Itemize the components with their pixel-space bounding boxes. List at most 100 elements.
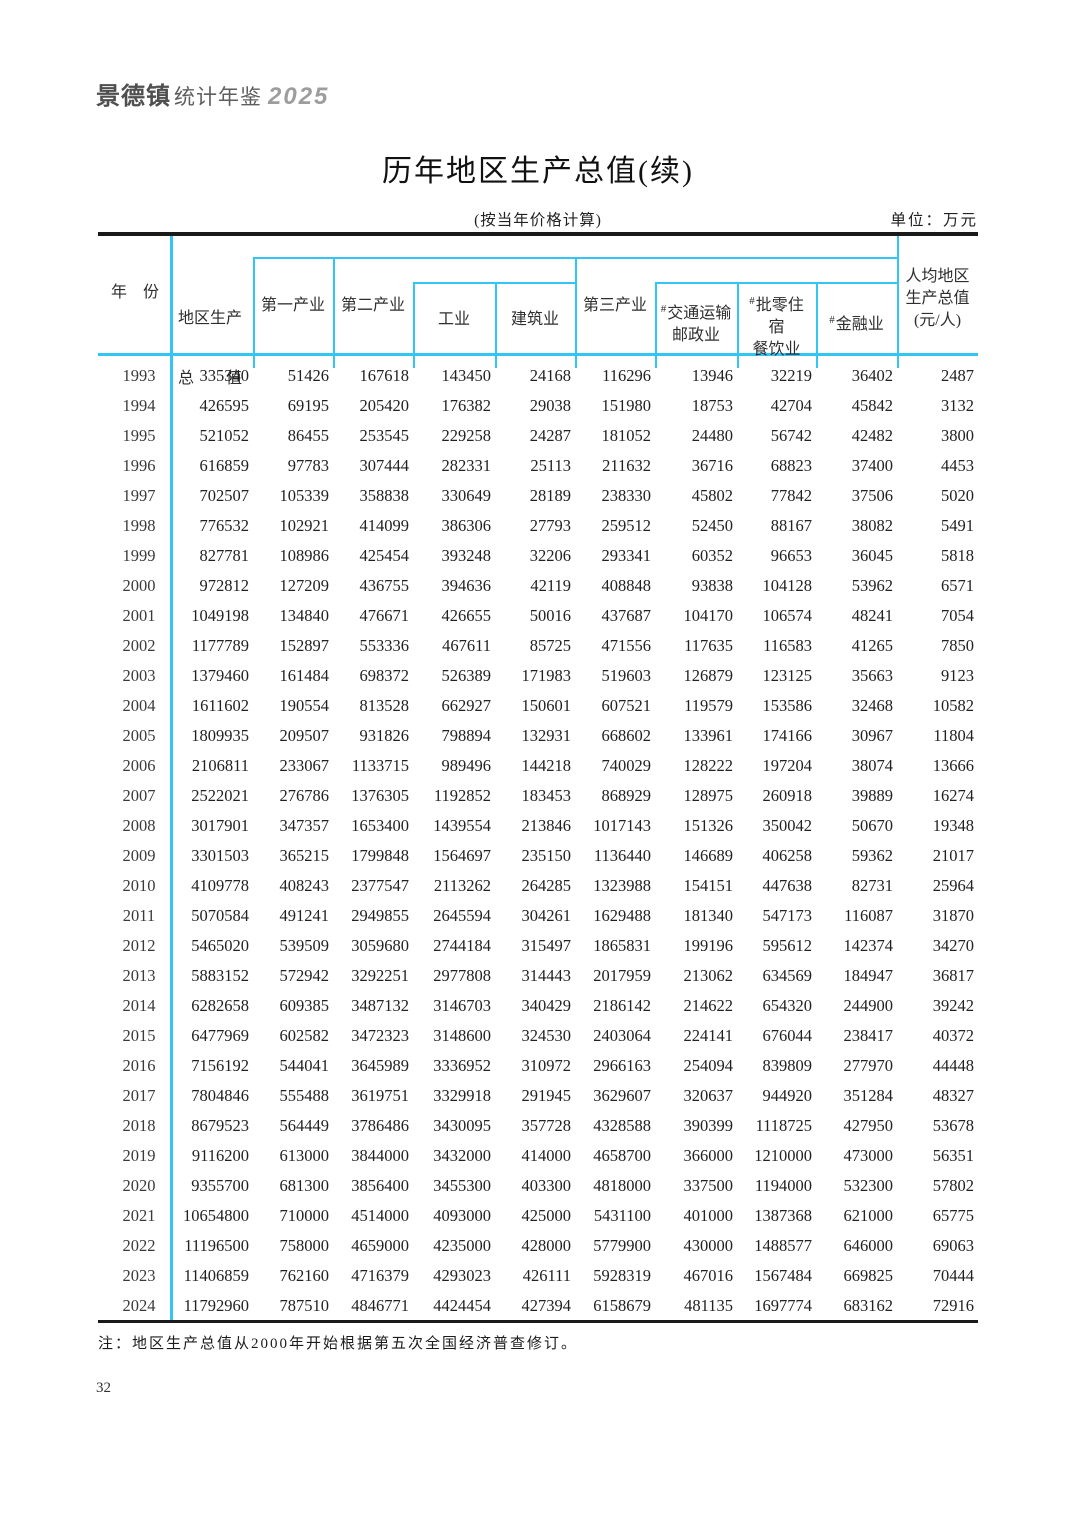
value-cell: 65775	[932, 1206, 974, 1225]
value-cell: 1629488	[593, 906, 651, 925]
value-cell: 3455300	[433, 1176, 491, 1195]
value-cell: 24287	[529, 426, 571, 445]
col-header-primary-industry: 第一产业	[260, 297, 325, 314]
year-cell: 2018	[122, 1116, 156, 1135]
footnote: 注：地区生产总值从2000年开始根据第五次全国经济普查修订。	[98, 1336, 579, 1352]
year-cell: 1995	[122, 426, 156, 445]
value-cell: 39242	[932, 996, 974, 1015]
yearbook-brand: 景德镇 统计年鉴 2025	[96, 76, 329, 111]
value-cell: 1611602	[191, 696, 249, 715]
value-cell: 3619751	[351, 1086, 409, 1105]
value-cell: 539509	[279, 936, 330, 955]
value-cell: 351284	[843, 1086, 894, 1105]
year-cell: 1998	[122, 516, 156, 535]
value-cell: 476671	[359, 606, 410, 625]
value-cell: 85725	[529, 636, 571, 655]
value-cell: 390399	[683, 1116, 734, 1135]
value-cell: 366000	[683, 1146, 734, 1165]
value-cell: 5818	[941, 546, 974, 565]
brand-city: 景德镇	[96, 83, 171, 110]
value-cell: 209507	[279, 726, 330, 745]
year-cell: 2013	[122, 966, 156, 985]
table-row: 2003 1379460 161484 698372 526389 171983 51960…	[98, 661, 978, 691]
brand-year: 2025	[268, 83, 330, 110]
value-cell: 13946	[691, 366, 733, 385]
table-row: 2009 3301503 365215 1799848 1564697 235150 113…	[98, 841, 978, 871]
table-row: 2002 1177789 152897 553336 467611 85725 471556…	[98, 631, 978, 661]
value-cell: 37506	[851, 486, 893, 505]
value-cell: 386306	[441, 516, 492, 535]
value-cell: 1567484	[754, 1266, 812, 1285]
value-cell: 32219	[770, 366, 812, 385]
value-cell: 146689	[683, 846, 734, 865]
value-cell: 4659000	[351, 1236, 409, 1255]
hash-mark: #	[660, 303, 667, 315]
table-body: 1993 335340 51426 167618 143450 24168 116296 13…	[98, 361, 978, 1321]
table-row: 2007 2522021 276786 1376305 1192852 183453 868…	[98, 781, 978, 811]
value-cell: 613000	[279, 1146, 330, 1165]
value-cell: 3059680	[351, 936, 409, 955]
value-cell: 133961	[683, 726, 734, 745]
value-cell: 414099	[359, 516, 410, 535]
value-cell: 48327	[932, 1086, 974, 1105]
table-row: 1993 335340 51426 167618 143450 24168 116296 13…	[98, 361, 978, 391]
value-cell: 128975	[683, 786, 734, 805]
value-cell: 259512	[601, 516, 652, 535]
table-row: 2023 11406859 762160 4716379 4293023 426111 59…	[98, 1261, 978, 1291]
value-cell: 42704	[770, 396, 812, 415]
value-cell: 117635	[684, 636, 733, 655]
value-cell: 260918	[762, 786, 813, 805]
value-cell: 425000	[521, 1206, 572, 1225]
value-cell: 35663	[851, 666, 893, 685]
value-cell: 42119	[530, 576, 571, 595]
value-cell: 787510	[279, 1296, 330, 1315]
value-cell: 70444	[932, 1266, 974, 1285]
value-cell: 116583	[763, 636, 812, 655]
value-cell: 36402	[851, 366, 893, 385]
table-row: 2000 972812 127209 436755 394636 42119 408848 9…	[98, 571, 978, 601]
value-cell: 184947	[843, 966, 894, 985]
value-cell: 5928319	[593, 1266, 651, 1285]
value-cell: 681300	[279, 1176, 330, 1195]
value-cell: 827781	[199, 546, 250, 565]
value-cell: 1697774	[754, 1296, 812, 1315]
value-cell: 10654800	[183, 1206, 249, 1225]
value-cell: 1194000	[754, 1176, 812, 1195]
table-row: 2024 11792960 787510 4846771 4424454 427394 61…	[98, 1291, 978, 1321]
value-cell: 662927	[441, 696, 492, 715]
value-cell: 408848	[601, 576, 652, 595]
hash-mark: #	[829, 314, 835, 326]
value-cell: 776532	[199, 516, 250, 535]
table-row: 1997 702507 105339 358838 330649 28189 238330 4…	[98, 481, 978, 511]
value-cell: 6477969	[191, 1026, 249, 1045]
value-cell: 481135	[684, 1296, 733, 1315]
value-cell: 4716379	[351, 1266, 409, 1285]
value-cell: 698372	[359, 666, 410, 685]
value-cell: 37400	[851, 456, 893, 475]
value-cell: 9355700	[191, 1176, 249, 1195]
value-cell: 102921	[279, 516, 330, 535]
value-cell: 161484	[279, 666, 330, 685]
year-cell: 2002	[122, 636, 156, 655]
value-cell: 3856400	[351, 1176, 409, 1195]
value-cell: 13666	[932, 756, 974, 775]
value-cell: 3430095	[433, 1116, 491, 1135]
transport-wholesale-divider	[737, 282, 739, 368]
year-cell: 2012	[122, 936, 156, 955]
value-cell: 154151	[683, 876, 734, 895]
value-cell: 414000	[521, 1146, 572, 1165]
page-number: 32	[96, 1380, 111, 1396]
value-cell: 3844000	[351, 1146, 409, 1165]
table-row: 2010 4109778 408243 2377547 2113262 264285 132…	[98, 871, 978, 901]
value-cell: 213846	[521, 816, 572, 835]
value-cell: 4424454	[433, 1296, 491, 1315]
value-cell: 3329918	[433, 1086, 491, 1105]
value-cell: 1210000	[754, 1146, 812, 1165]
value-cell: 93838	[691, 576, 733, 595]
year-cell: 1996	[122, 456, 156, 475]
value-cell: 5491	[941, 516, 974, 535]
value-cell: 5883152	[191, 966, 249, 985]
value-cell: 347357	[279, 816, 330, 835]
col-header-finance: #金融业	[816, 310, 897, 335]
table-row: 1994 426595 69195 205420 176382 29038 151980 18…	[98, 391, 978, 421]
